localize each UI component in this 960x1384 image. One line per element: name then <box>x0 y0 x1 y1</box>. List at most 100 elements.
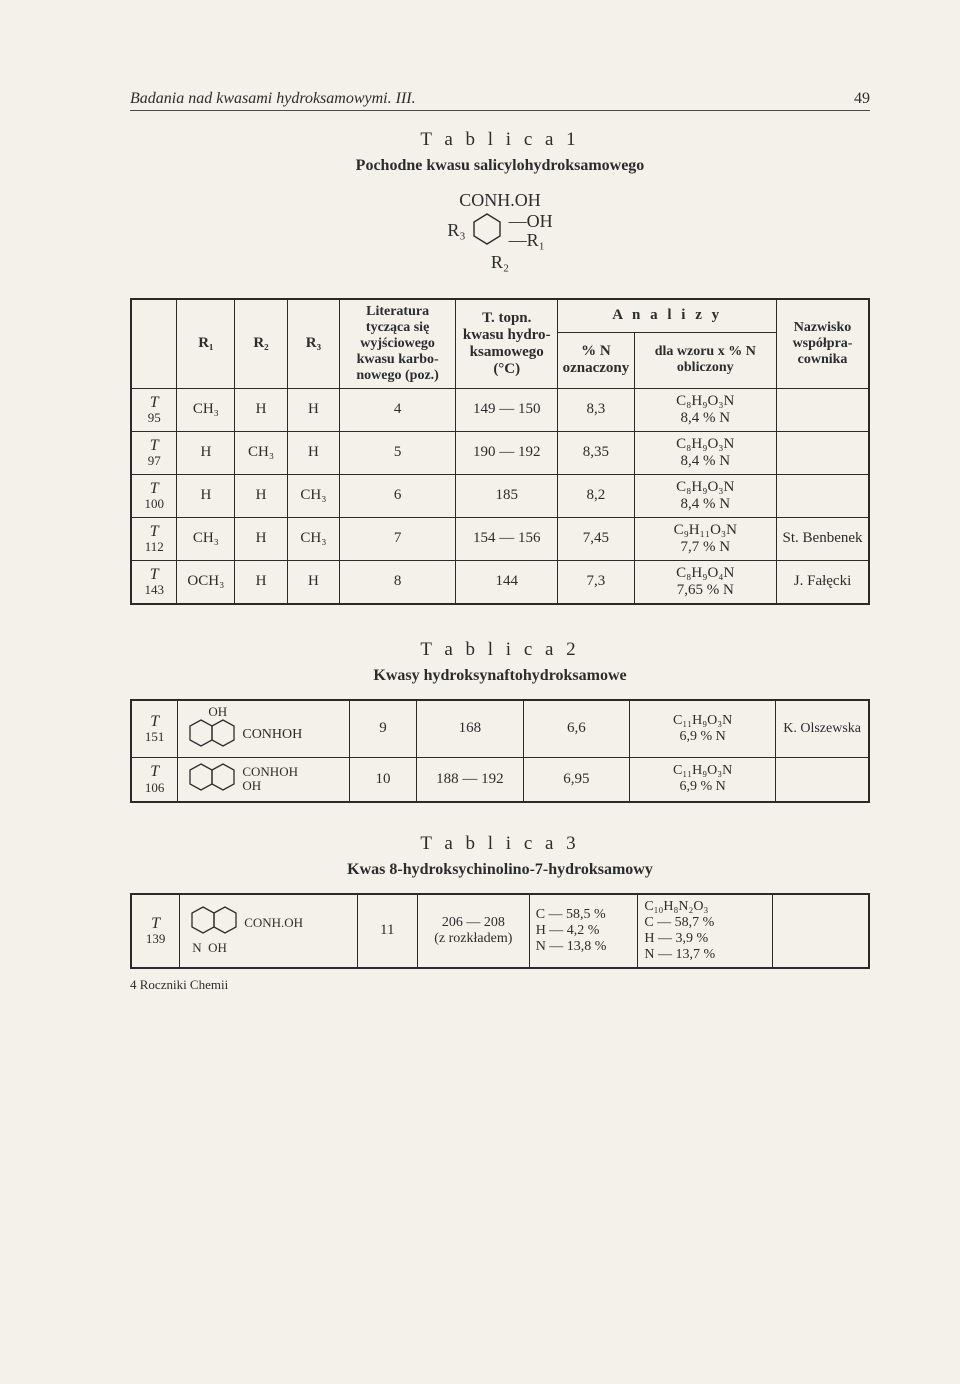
cell-r3: H <box>287 388 339 431</box>
cell-r2: H <box>235 388 287 431</box>
cell-lit: 11 <box>357 894 417 968</box>
cell-temp: 206 — 208 (z rozkładem) <box>417 894 529 968</box>
table1-blankhead <box>131 299 177 389</box>
table-row: T106 CONHOH OH <box>131 757 869 802</box>
cell-n: 8,35 <box>558 431 634 474</box>
table-row: TT 9595 CH₃ H H 4 149 — 150 8,3 C₈H₉O₃N8… <box>131 388 869 431</box>
cell-r3: H <box>287 560 339 604</box>
cell-calc: C₁₁H₉O₃N6,9 % N <box>630 757 776 802</box>
th-nfound: % N ozna­czony <box>558 333 634 388</box>
table3-label: T a b l i c a 3 <box>130 833 870 855</box>
cell-r2: H <box>235 474 287 517</box>
cell-calc: C₁₁H₉O₃N6,9 % N <box>630 700 776 758</box>
cell-calc: C₈H₉O₃N8,4 % N <box>634 388 777 431</box>
cell-cow <box>776 757 869 802</box>
th-cow: Nazwisko współpra­cownika <box>777 299 869 389</box>
cell-r2: H <box>235 560 287 604</box>
table2: T151 OH CONHOH 9 168 6,6 <box>130 699 870 803</box>
formula-line1: CONH.OH <box>400 189 600 212</box>
table2-label: T a b l i c a 2 <box>130 639 870 661</box>
th-calc: dla wzoru x % N obliczony <box>634 333 777 388</box>
quinoline-icon <box>190 905 242 940</box>
structural-formula: CONH.OH R₃ —OH —R₁ R₂ <box>400 189 600 274</box>
cell-lit: 7 <box>340 517 456 560</box>
cell-r2: H <box>235 517 287 560</box>
running-head: Badania nad kwasami hydroksamowymi. III.… <box>130 90 870 111</box>
th-analizy: A n a l i z y <box>558 299 777 333</box>
cell-temp: 188 — 192 <box>417 757 523 802</box>
cell-n: 6,95 <box>523 757 629 802</box>
running-title: Badania nad kwasami hydroksamowymi. III. <box>130 90 416 108</box>
cell-found: C — 58,5 % H — 4,2 % N — 13,8 % <box>529 894 638 968</box>
cell-calc: C₁₀H₈N₂O₃ C — 58,7 % H — 3,9 % N — 13,7 … <box>638 894 772 968</box>
formula-r3: R₃ <box>447 219 465 239</box>
cell-lit: 6 <box>340 474 456 517</box>
formula-r2: R₂ <box>400 251 600 274</box>
cell-calc: C₈H₉O₃N8,4 % N <box>634 474 777 517</box>
th-r3: R₃ <box>287 299 339 389</box>
cell-lit: 8 <box>340 560 456 604</box>
table1-caption: Pochodne kwasu salicylohydroksamowego <box>130 157 870 175</box>
cell-temp: 149 — 150 <box>456 388 558 431</box>
cell-r3: CH₃ <box>287 517 339 560</box>
cell-structure: OH CONHOH <box>178 700 349 758</box>
cell-temp: 190 — 192 <box>456 431 558 474</box>
cell-r1: CH₃ <box>177 388 235 431</box>
cell-n: 6,6 <box>523 700 629 758</box>
cell-calc: C₈H₉O₄N7,65 % N <box>634 560 777 604</box>
cell-cow <box>777 474 869 517</box>
cell-structure: CONHOH OH <box>178 757 349 802</box>
naphthalene-icon <box>188 718 240 753</box>
cell-cow <box>777 388 869 431</box>
cell-r1: CH₃ <box>177 517 235 560</box>
cell-n: 8,2 <box>558 474 634 517</box>
th-lit: Literatura tycząca się wyjściowego kwasu… <box>340 299 456 389</box>
table-row: T97 H CH₃ H 5 190 — 192 8,35 C₈H₉O₃N8,4 … <box>131 431 869 474</box>
table-row: T151 OH CONHOH 9 168 6,6 <box>131 700 869 758</box>
table-row: T100 H H CH₃ 6 185 8,2 C₈H₉O₃N8,4 % N <box>131 474 869 517</box>
cell-n: 7,45 <box>558 517 634 560</box>
cell-lit: 9 <box>349 700 416 758</box>
cell-temp: 185 <box>456 474 558 517</box>
formula-oh: —OH <box>509 211 553 231</box>
cell-r1: H <box>177 431 235 474</box>
cell-n: 7,3 <box>558 560 634 604</box>
cell-calc: C₈H₉O₃N8,4 % N <box>634 431 777 474</box>
cell-r3: CH₃ <box>287 474 339 517</box>
cell-lit: 5 <box>340 431 456 474</box>
cell-cow <box>777 431 869 474</box>
cell-r3: H <box>287 431 339 474</box>
formula-line2: R₃ —OH —R₁ <box>400 212 600 252</box>
cell-temp: 168 <box>417 700 523 758</box>
table3-caption: Kwas 8-hydroksychinolino-7-hydroksamowy <box>130 861 870 879</box>
cell-cow: K. Ol­szewska <box>776 700 869 758</box>
table1-label: T a b l i c a 1 <box>130 129 870 151</box>
table3: T139 CONH.OH N OH <box>130 893 870 969</box>
cell-temp: 154 — 156 <box>456 517 558 560</box>
cell-cow: St. Ben­benek <box>777 517 869 560</box>
cell-lit: 10 <box>349 757 416 802</box>
table1: R₁ R₂ R₃ Literatura tycząca się wyjściow… <box>130 298 870 605</box>
naphthalene-icon <box>188 762 240 797</box>
th-r1: R₁ <box>177 299 235 389</box>
page: Badania nad kwasami hydroksamowymi. III.… <box>0 0 960 1384</box>
footnote: 4 Roczniki Chemii <box>130 977 870 993</box>
cell-r1: H <box>177 474 235 517</box>
table-row: T143 OCH₃ H H 8 144 7,3 C₈H₉O₄N7,65 % N … <box>131 560 869 604</box>
cell-cow: J. Fałęcki <box>777 560 869 604</box>
th-r2: R₂ <box>235 299 287 389</box>
cell-r2: CH₃ <box>235 431 287 474</box>
formula-r1: —R₁ <box>509 230 545 250</box>
table-row: T112 CH₃ H CH₃ 7 154 — 156 7,45 C₉H₁₁O₃N… <box>131 517 869 560</box>
cell-cow <box>772 894 869 968</box>
cell-r1: OCH₃ <box>177 560 235 604</box>
cell-lit: 4 <box>340 388 456 431</box>
cell-temp: 144 <box>456 560 558 604</box>
cell-calc: C₉H₁₁O₃N7,7 % N <box>634 517 777 560</box>
table1-body: TT 9595 CH₃ H H 4 149 — 150 8,3 C₈H₉O₃N8… <box>131 388 869 604</box>
table-row: T139 CONH.OH N OH <box>131 894 869 968</box>
table2-caption: Kwasy hydroksynaftohydroksamowe <box>130 667 870 685</box>
cell-n: 8,3 <box>558 388 634 431</box>
th-temp: T. topn. kwasu hydro­ksamowego (°C) <box>456 299 558 389</box>
cell-structure: CONH.OH N OH <box>180 894 357 968</box>
